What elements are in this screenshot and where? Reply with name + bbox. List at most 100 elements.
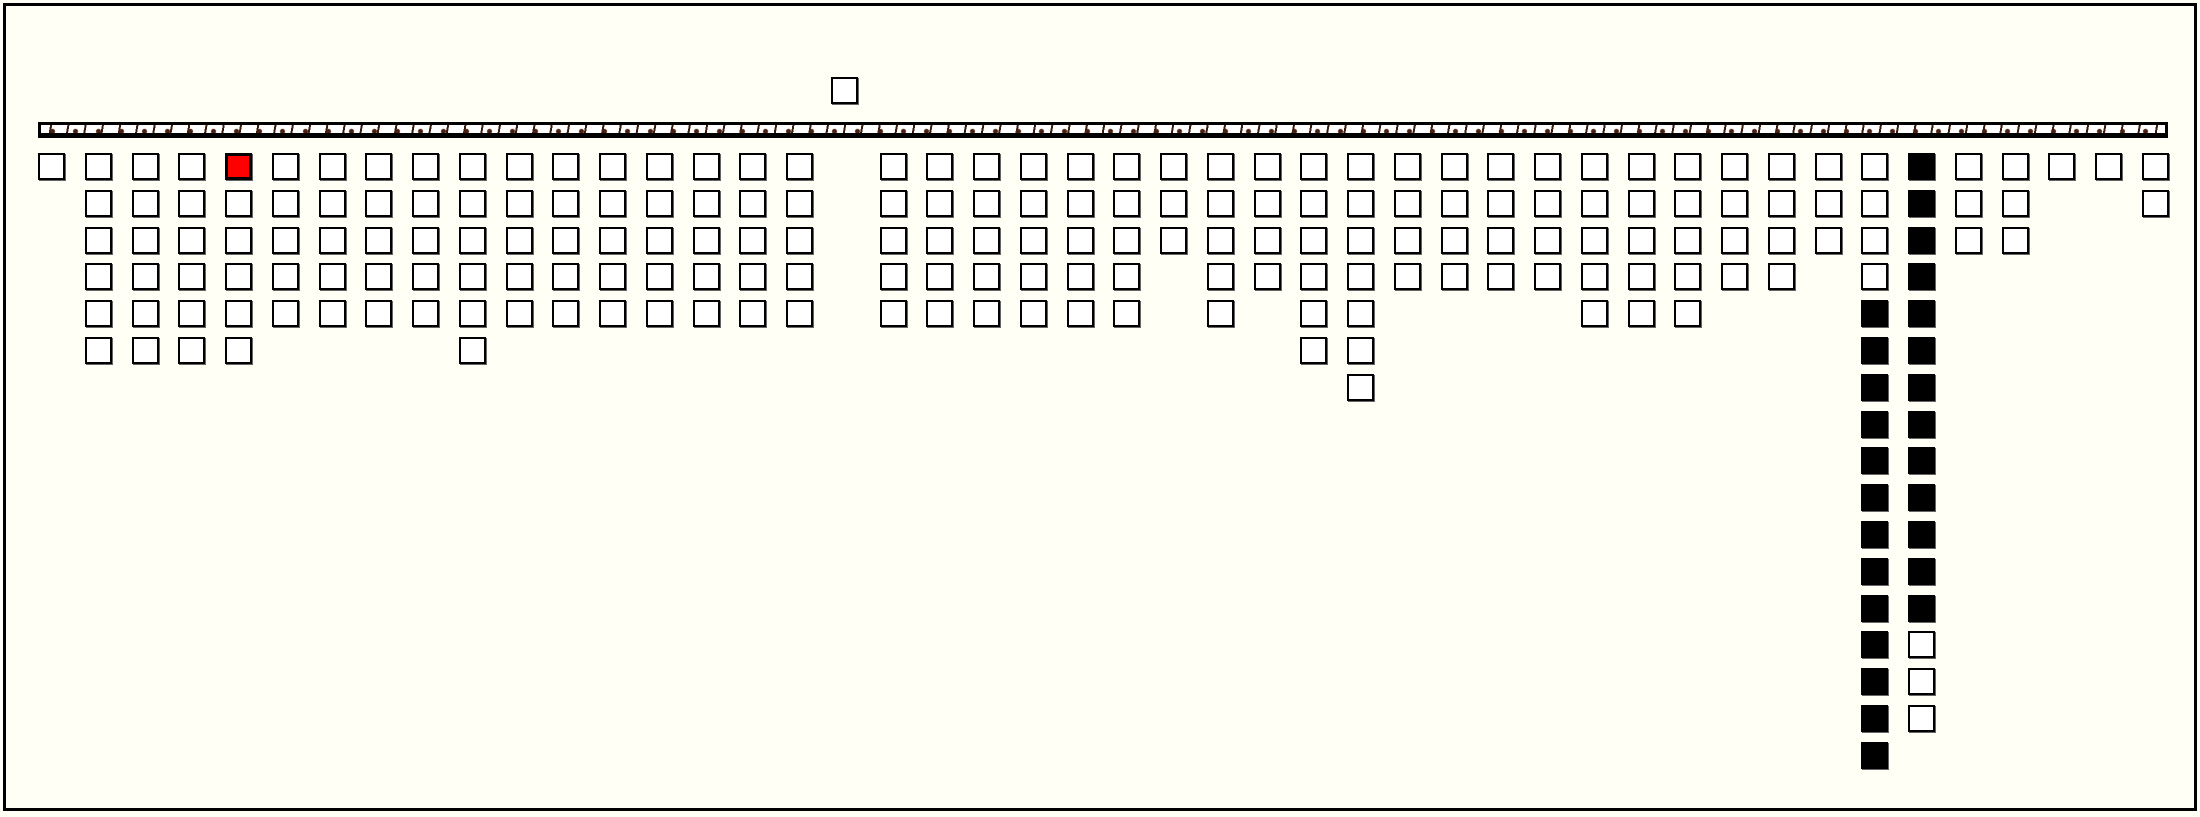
filled-cell[interactable]	[1861, 300, 1889, 328]
empty-cell[interactable]	[552, 153, 580, 180]
empty-cell[interactable]	[973, 300, 1000, 328]
empty-cell[interactable]	[225, 337, 252, 364]
empty-cell[interactable]	[786, 300, 813, 328]
empty-cell[interactable]	[1954, 226, 1982, 254]
empty-cell[interactable]	[879, 189, 907, 217]
empty-cell[interactable]	[692, 189, 720, 217]
empty-cell[interactable]	[2001, 153, 2029, 180]
empty-cell[interactable]	[318, 226, 346, 254]
empty-cell[interactable]	[1206, 300, 1234, 328]
empty-cell[interactable]	[1066, 263, 1094, 291]
empty-cell[interactable]	[973, 153, 1000, 180]
empty-cell[interactable]	[1674, 189, 1702, 217]
filled-cell[interactable]	[1861, 705, 1889, 732]
empty-cell[interactable]	[2141, 189, 2169, 217]
empty-cell[interactable]	[599, 153, 626, 180]
filled-cell[interactable]	[1908, 300, 1935, 328]
empty-cell[interactable]	[1347, 226, 1374, 254]
empty-cell[interactable]	[692, 263, 720, 291]
empty-cell[interactable]	[1767, 153, 1795, 180]
filled-cell[interactable]	[1908, 557, 1935, 585]
empty-cell[interactable]	[552, 300, 580, 328]
empty-cell[interactable]	[1300, 337, 1328, 364]
empty-cell[interactable]	[1393, 153, 1421, 180]
empty-cell[interactable]	[1627, 153, 1655, 180]
empty-cell[interactable]	[645, 226, 673, 254]
empty-cell[interactable]	[271, 189, 299, 217]
empty-cell[interactable]	[645, 153, 673, 180]
empty-cell[interactable]	[458, 337, 486, 364]
empty-cell[interactable]	[1674, 300, 1702, 328]
empty-cell[interactable]	[1767, 189, 1795, 217]
empty-cell[interactable]	[131, 300, 159, 328]
empty-cell[interactable]	[1954, 189, 1982, 217]
empty-cell[interactable]	[973, 226, 1000, 254]
empty-cell[interactable]	[131, 153, 159, 180]
empty-cell[interactable]	[1160, 189, 1187, 217]
empty-cell[interactable]	[1580, 300, 1608, 328]
empty-cell[interactable]	[1674, 263, 1702, 291]
empty-cell[interactable]	[645, 300, 673, 328]
empty-cell[interactable]	[1721, 153, 1748, 180]
empty-cell[interactable]	[1861, 226, 1889, 254]
empty-cell[interactable]	[552, 189, 580, 217]
empty-cell[interactable]	[1300, 300, 1328, 328]
empty-cell[interactable]	[1347, 153, 1374, 180]
empty-cell[interactable]	[84, 189, 112, 217]
empty-cell[interactable]	[1721, 189, 1748, 217]
empty-cell[interactable]	[1580, 189, 1608, 217]
empty-cell[interactable]	[973, 189, 1000, 217]
empty-cell[interactable]	[1861, 153, 1889, 180]
empty-cell[interactable]	[692, 300, 720, 328]
empty-cell[interactable]	[1113, 226, 1141, 254]
empty-cell[interactable]	[786, 226, 813, 254]
empty-cell[interactable]	[1393, 189, 1421, 217]
empty-cell[interactable]	[973, 263, 1000, 291]
empty-cell[interactable]	[1019, 300, 1047, 328]
empty-cell[interactable]	[1627, 226, 1655, 254]
empty-cell[interactable]	[786, 263, 813, 291]
empty-cell[interactable]	[739, 263, 767, 291]
empty-cell[interactable]	[1674, 226, 1702, 254]
empty-cell[interactable]	[458, 226, 486, 254]
empty-cell[interactable]	[2048, 153, 2076, 180]
filled-cell[interactable]	[1908, 373, 1935, 401]
empty-cell[interactable]	[1160, 153, 1187, 180]
empty-cell[interactable]	[926, 263, 954, 291]
filled-cell[interactable]	[1908, 226, 1935, 254]
empty-cell[interactable]	[739, 226, 767, 254]
empty-cell[interactable]	[1440, 263, 1468, 291]
empty-cell[interactable]	[1534, 189, 1561, 217]
empty-cell[interactable]	[1066, 226, 1094, 254]
empty-cell[interactable]	[271, 226, 299, 254]
empty-cell[interactable]	[879, 300, 907, 328]
empty-cell[interactable]	[1487, 226, 1515, 254]
empty-cell[interactable]	[739, 189, 767, 217]
filled-cell[interactable]	[1861, 741, 1889, 769]
empty-cell[interactable]	[1674, 153, 1702, 180]
empty-cell[interactable]	[365, 153, 393, 180]
empty-cell[interactable]	[2095, 153, 2122, 180]
empty-cell[interactable]	[1721, 263, 1748, 291]
empty-cell[interactable]	[412, 263, 439, 291]
empty-cell[interactable]	[1440, 226, 1468, 254]
empty-cell[interactable]	[879, 226, 907, 254]
empty-cell[interactable]	[178, 337, 206, 364]
empty-cell[interactable]	[38, 153, 65, 180]
empty-cell[interactable]	[552, 226, 580, 254]
empty-cell[interactable]	[1206, 226, 1234, 254]
empty-cell[interactable]	[599, 226, 626, 254]
filled-cell[interactable]	[1861, 447, 1889, 475]
held-piece[interactable]	[831, 77, 858, 104]
empty-cell[interactable]	[599, 300, 626, 328]
empty-cell[interactable]	[1347, 337, 1374, 364]
empty-cell[interactable]	[1440, 189, 1468, 217]
empty-cell[interactable]	[599, 263, 626, 291]
empty-cell[interactable]	[412, 153, 439, 180]
empty-cell[interactable]	[2001, 189, 2029, 217]
empty-cell[interactable]	[412, 189, 439, 217]
empty-cell[interactable]	[926, 300, 954, 328]
empty-cell[interactable]	[1113, 300, 1141, 328]
empty-cell[interactable]	[1300, 189, 1328, 217]
empty-cell[interactable]	[739, 300, 767, 328]
